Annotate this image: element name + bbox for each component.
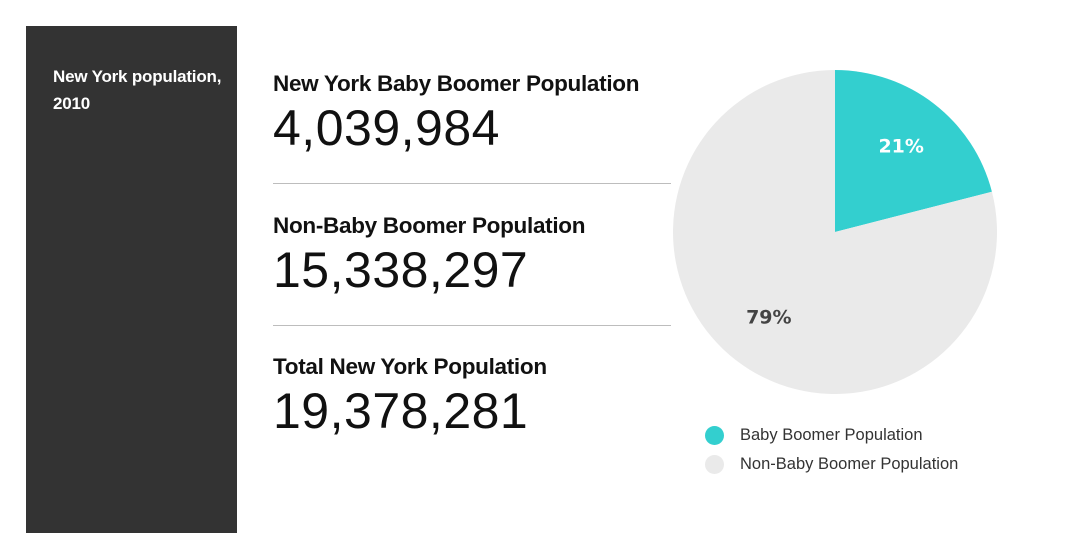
legend-item: Non-Baby Boomer Population (705, 450, 958, 479)
stat-value: 19,378,281 (273, 383, 529, 439)
stat-label: Non-Baby Boomer Population (273, 213, 586, 238)
stat-non-baby-boomer: Non-Baby Boomer Population 15,338,297 (273, 213, 671, 298)
divider (273, 183, 671, 184)
stat-label: New York Baby Boomer Population (273, 71, 640, 96)
sidebar-panel: New York population, 2010 (26, 26, 237, 533)
sidebar-title: New York population, 2010 (53, 67, 222, 113)
pie-chart: 21% 79% (672, 69, 998, 395)
stat-baby-boomer: New York Baby Boomer Population 4,039,98… (273, 71, 671, 156)
legend-swatch (705, 455, 724, 474)
legend-item: Baby Boomer Population (705, 421, 958, 450)
chart-legend: Baby Boomer Population Non-Baby Boomer P… (705, 421, 958, 479)
legend-swatch (705, 426, 724, 445)
pie-slice-1 (835, 70, 992, 232)
pie-chart-svg: 21% 79% (673, 70, 997, 394)
stat-total: Total New York Population 19,378,281 (273, 354, 671, 439)
stat-value: 15,338,297 (273, 242, 529, 298)
legend-label: Non-Baby Boomer Population (740, 455, 959, 473)
stat-value: 4,039,984 (273, 100, 500, 156)
pie-slice-2 (673, 70, 997, 394)
pie-slice-label-1: 21% (878, 136, 923, 158)
stat-label: Total New York Population (273, 354, 547, 379)
divider (273, 325, 671, 326)
pie-slice-label-2: 79% (746, 306, 791, 328)
legend-label: Baby Boomer Population (740, 426, 923, 444)
